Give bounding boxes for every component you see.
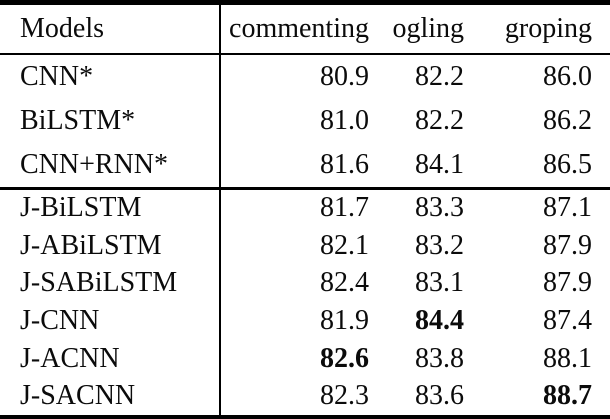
value-cell: 83.6 (415, 380, 464, 412)
value-cell: 86.0 (543, 60, 592, 92)
model-cell: J-ACNN (0, 339, 221, 378)
value-cell: 82.3 (320, 380, 369, 412)
table-row: BiLSTM* 81.0 82.2 86.2 (0, 98, 610, 143)
value-cell: 83.8 (415, 342, 464, 374)
value-cell: 86.5 (468, 142, 610, 190)
value-cell: 81.6 (220, 142, 373, 190)
value-cell: 82.2 (415, 104, 464, 136)
value-cell: 83.1 (415, 267, 464, 299)
joint-models-section: J-BiLSTM 81.7 83.3 87.1 J-ABiLSTM 82.1 8… (0, 188, 610, 417)
value-cell: 87.4 (543, 305, 592, 336)
model-cell: CNN* (0, 54, 221, 99)
column-header-groping: groping (468, 2, 610, 55)
value-cell: 81.0 (320, 104, 369, 136)
model-cell: J-SACNN (0, 377, 221, 417)
table-header: Models commenting ogling groping (0, 2, 610, 55)
value-cell: 87.9 (543, 267, 592, 299)
table-row: CNN+RNN* 81.6 84.1 86.5 (0, 142, 610, 190)
value-cell: 82.1 (320, 229, 369, 261)
table-row: J-SACNN 82.3 83.6 88.7 (0, 377, 610, 417)
value-cell: 88.1 (543, 342, 592, 374)
column-header-ogling: ogling (373, 2, 468, 55)
value-cell: 84.4 (415, 305, 464, 336)
model-cell: J-CNN (0, 302, 221, 340)
model-cell: BiLSTM* (0, 98, 221, 143)
value-cell: 88.7 (543, 380, 592, 412)
table-row: J-ABiLSTM 82.1 83.2 87.9 (0, 227, 610, 265)
baseline-models-section: CNN* 80.9 82.2 86.0 BiLSTM* 81.0 82.2 86… (0, 54, 610, 190)
model-cell: J-ABiLSTM (0, 227, 221, 265)
value-cell: 84.1 (373, 142, 468, 190)
value-cell: 87.9 (543, 229, 592, 261)
value-cell: 81.9 (320, 305, 369, 336)
column-header-commenting: commenting (220, 2, 373, 55)
model-cell: J-SABiLSTM (0, 264, 221, 303)
table-row: CNN* 80.9 82.2 86.0 (0, 54, 610, 99)
table-row: J-BiLSTM 81.7 83.3 87.1 (0, 188, 610, 228)
value-cell: 82.2 (415, 60, 464, 92)
value-cell: 83.2 (415, 229, 464, 261)
value-cell: 87.1 (543, 192, 592, 224)
value-cell: 82.4 (320, 267, 369, 299)
value-cell: 82.6 (320, 342, 369, 374)
value-cell: 81.7 (320, 192, 369, 224)
header-row: Models commenting ogling groping (0, 2, 610, 55)
models-header-cell: Models (0, 2, 221, 55)
value-cell: 83.3 (415, 192, 464, 224)
value-cell: 80.9 (320, 60, 369, 92)
table-row: J-CNN 81.9 84.4 87.4 (0, 302, 610, 340)
table-row: J-ACNN 82.6 83.8 88.1 (0, 339, 610, 378)
value-cell: 86.2 (543, 104, 592, 136)
model-cell: J-BiLSTM (0, 188, 221, 228)
table-row: J-SABiLSTM 82.4 83.1 87.9 (0, 264, 610, 303)
model-cell: CNN+RNN* (0, 142, 221, 190)
